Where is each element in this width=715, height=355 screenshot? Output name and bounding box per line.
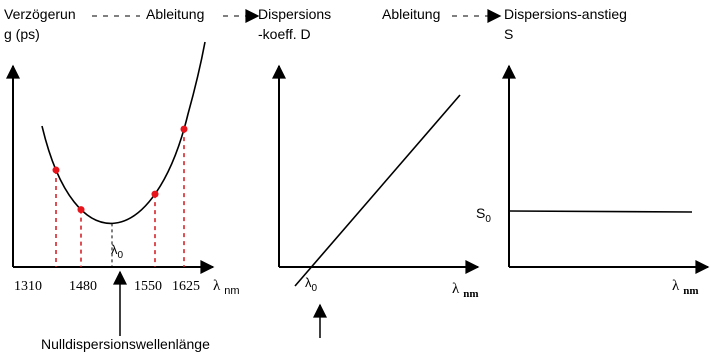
delay-label-line2: g (ps)	[4, 26, 40, 42]
measurement-point-1625	[180, 125, 188, 133]
lambda0-minimum-label: λ0	[111, 242, 124, 261]
panel1-x-axis-label: λ nm	[213, 278, 240, 297]
panel3-x-axis-label: λ nm	[672, 278, 699, 297]
dispersion-slope-label-line2: S	[504, 26, 513, 42]
panel-dispersion-coefficient: λ0 λ nm	[272, 64, 480, 338]
s0-level-label: S0	[476, 205, 491, 225]
dispersion-coeff-label-line2: -koeff. D	[258, 26, 311, 42]
derivation-label-1: Ableitung	[146, 6, 204, 22]
panel2-x-axis-label: λ nm	[452, 281, 479, 300]
derivation-label-2: Ableitung	[382, 6, 440, 22]
dispersion-coeff-label-line1: Dispersions	[258, 6, 331, 22]
delay-curve	[41, 41, 206, 224]
tick-label-1310: 1310	[14, 279, 42, 294]
dispersion-coefficient-line	[294, 94, 461, 287]
panel-delay: λ0 1310 1480 1550 1625 λ nm	[5, 41, 240, 336]
panel-dispersion-slope: S0 λ nm	[476, 64, 710, 297]
tick-label-1625: 1625	[172, 279, 200, 294]
measurement-point-1310	[52, 166, 60, 174]
measurement-point-1550	[151, 190, 159, 198]
zero-dispersion-wavelength-label: Nulldispersionswellenlänge	[41, 336, 210, 352]
dispersion-slope-label-line1: Dispersions-anstieg	[504, 6, 627, 22]
measurement-point-1480	[77, 206, 85, 214]
lambda0-crossing-label: λ0	[305, 275, 318, 294]
tick-label-1480: 1480	[69, 279, 97, 294]
tick-label-1550: 1550	[134, 279, 162, 294]
delay-label-line1: Verzögerun	[4, 6, 76, 22]
dispersion-slope-line	[508, 210, 693, 213]
